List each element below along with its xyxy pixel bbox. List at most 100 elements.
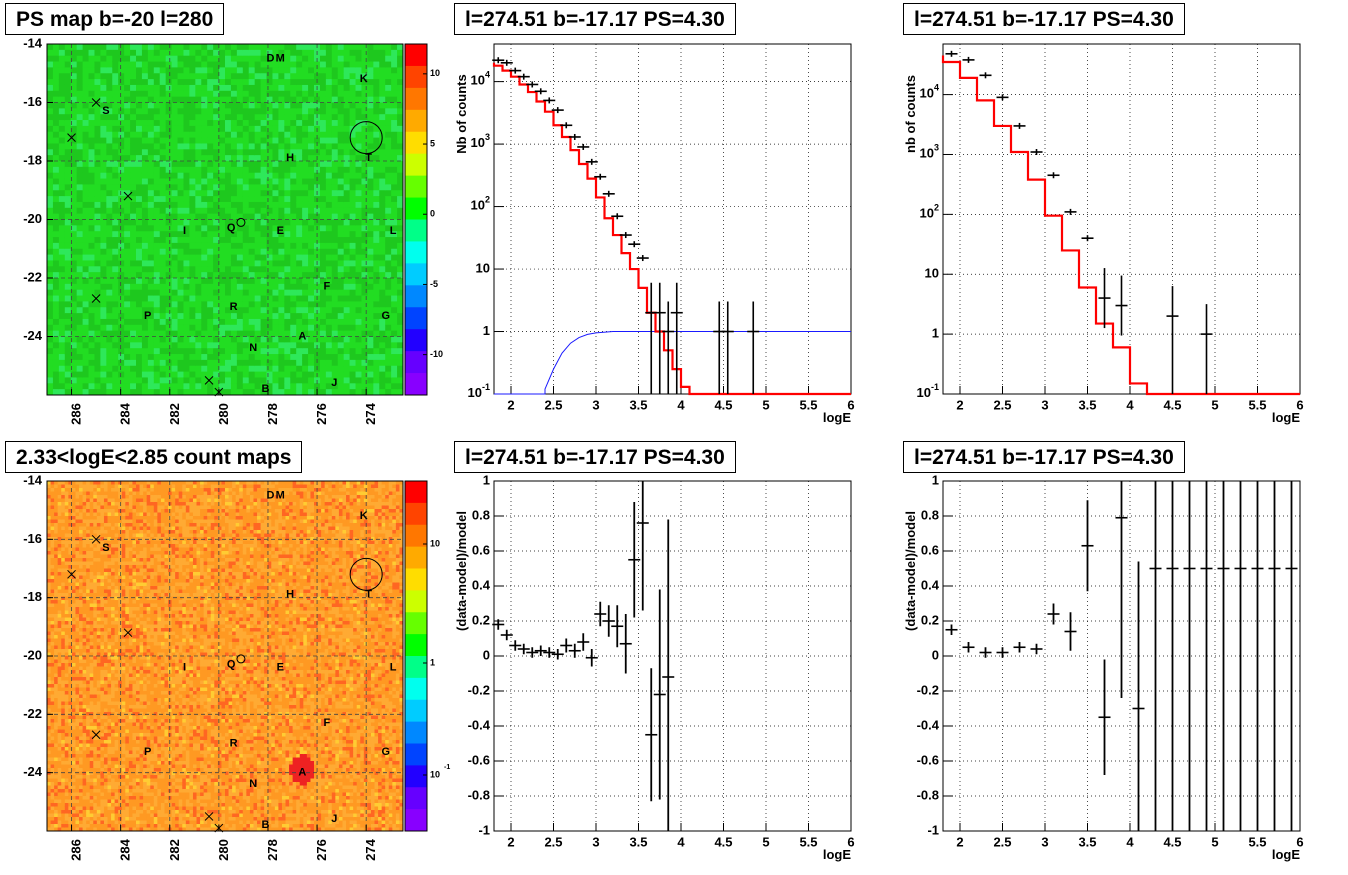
colorbar-cell — [405, 677, 427, 701]
colorbar-cell — [405, 524, 427, 548]
x-axis-label: logE — [1272, 410, 1300, 425]
y-tick-label: 0.8 — [472, 507, 490, 522]
x-tick-label: 3.5 — [1078, 397, 1096, 412]
data-point — [1098, 268, 1111, 329]
data-point — [1200, 304, 1213, 394]
residual-point — [1285, 481, 1298, 831]
x-tick-label: 2 — [507, 397, 514, 412]
x-tick-label: 3.5 — [1078, 834, 1096, 849]
source-label: R — [230, 737, 238, 749]
source-label: H — [286, 152, 294, 164]
colorbar-cell — [405, 481, 427, 504]
ps-map: 286 284 282 280 278 276 274 -14 -16 -18 -20 -22 -24 D… — [23, 35, 443, 424]
data-point — [534, 88, 547, 95]
residual-point — [962, 642, 975, 653]
map-x-tick-label: 284 — [118, 838, 133, 860]
y-axis-label: nb of counts — [903, 75, 918, 153]
source-circle-mark — [236, 654, 246, 664]
y-tick-label: -0.4 — [917, 717, 940, 732]
residual-point — [526, 647, 539, 658]
residual-point — [1149, 481, 1162, 831]
y-tick-label: 104 — [471, 70, 490, 88]
x-tick-label: 4 — [1126, 397, 1134, 412]
residual-point — [653, 589, 666, 800]
residual-point — [500, 629, 513, 641]
ps-map-title: PS map b=-20 l=280 — [5, 3, 225, 35]
source-label: H — [286, 589, 294, 601]
x-tick-label: 2 — [956, 397, 963, 412]
map-x-tick-label: 286 — [69, 403, 84, 425]
data-point — [551, 107, 564, 114]
map-x-tick-label: 280 — [216, 403, 231, 425]
map-x-tick-label: 282 — [167, 839, 182, 861]
source-cross-mark — [214, 823, 224, 833]
colorbar-cell — [405, 787, 427, 810]
source-cross-mark — [123, 628, 133, 638]
data-point — [1081, 235, 1094, 242]
colorbar-tick-label: 10 — [430, 538, 440, 548]
y-tick-label: 104 — [920, 83, 939, 101]
colorbar-cell — [405, 131, 427, 155]
data-point — [568, 133, 581, 140]
x-tick-label: 2.5 — [544, 834, 562, 849]
x-tick-label: 2 — [507, 834, 514, 849]
source-label: L — [390, 662, 397, 674]
colorbar-cell — [405, 546, 427, 569]
source-label: S — [102, 105, 109, 117]
y-tick-label: -0.2 — [917, 682, 939, 697]
colorbar-cell — [405, 197, 427, 220]
y-tick-label: 103 — [471, 132, 490, 150]
map-y-tick-label: -24 — [23, 328, 43, 343]
source-cross-mark — [91, 534, 101, 544]
source-label: N — [249, 342, 257, 354]
y-tick-label: 0.6 — [921, 542, 939, 557]
source-cross-mark — [67, 569, 76, 579]
colorbar-tick-exponent: -1 — [444, 764, 450, 771]
data-point — [492, 57, 505, 64]
data-point — [636, 255, 649, 262]
source-label: Q — [227, 222, 236, 234]
source-label: A — [298, 767, 306, 779]
residual2-title: l=274.51 b=-17.17 PS=4.30 — [903, 441, 1185, 473]
data-point — [577, 143, 590, 150]
source-label: B — [262, 819, 270, 831]
colorbar-cell — [405, 44, 427, 67]
data-point — [602, 190, 615, 197]
y-tick-label: 0.6 — [472, 542, 490, 557]
residual-chart-2: logE (data-model)/model — [903, 480, 1301, 862]
model-red-line — [941, 55, 1300, 396]
residual-point — [560, 638, 573, 653]
colorbar-cell — [405, 87, 427, 111]
source-cross-mark — [91, 98, 101, 107]
residual-point — [1217, 481, 1230, 831]
residual-point — [662, 519, 675, 831]
x-tick-label: 5 — [1211, 397, 1218, 412]
residual-point — [645, 668, 658, 802]
map-y-tick-label: -18 — [23, 152, 42, 167]
source-label: L — [390, 225, 397, 237]
residual-point — [568, 643, 581, 658]
residual-point — [996, 647, 1009, 658]
colorbar-cell — [405, 373, 427, 396]
y-tick-label: 0 — [483, 647, 490, 662]
residual-point — [517, 643, 530, 655]
x-tick-label: 5.5 — [1248, 834, 1266, 849]
data-point — [1047, 172, 1060, 179]
x-tick-label: 5 — [762, 834, 769, 849]
data-point — [1166, 286, 1179, 394]
y-tick-label: -0.8 — [468, 787, 490, 802]
data-point — [670, 282, 683, 394]
residual-point — [585, 649, 598, 667]
source-label: T — [365, 152, 372, 164]
x-tick-label: 3 — [592, 834, 599, 849]
source-label: J — [331, 813, 337, 825]
y-tick-label: 1 — [483, 472, 490, 487]
y-tick-label: 102 — [920, 203, 939, 221]
source-cross-mark — [204, 376, 214, 385]
residual-point — [611, 605, 624, 648]
y-tick-label: -0.2 — [468, 682, 490, 697]
y-axis-label: Nb of counts — [454, 74, 469, 153]
source-label: N — [249, 778, 257, 790]
residual-point — [1013, 642, 1026, 653]
source-label: B — [262, 383, 270, 395]
